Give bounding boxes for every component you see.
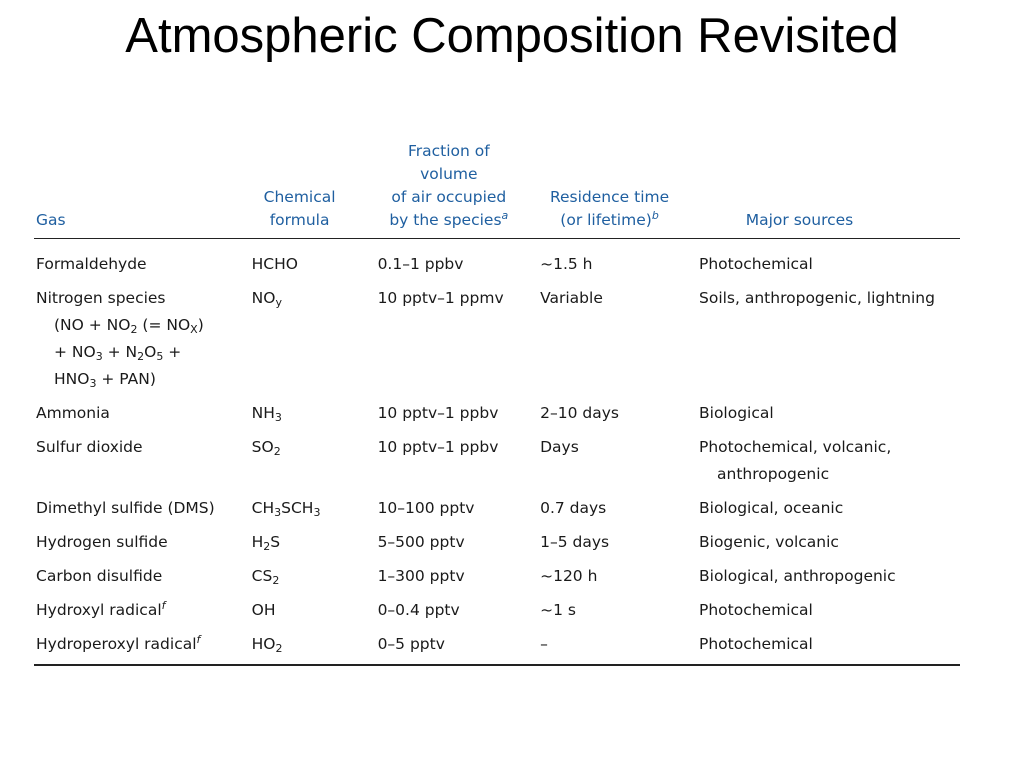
composition-table-wrapper: Gas Chemical formula Fraction of volume … [34, 140, 960, 666]
cell-gas: Ammonia [36, 404, 110, 422]
cell-residence: 2–10 days [540, 404, 619, 422]
table-row: Hydroperoxyl radicalf HO2 0–5 pptv – Pho… [34, 627, 960, 666]
table-row: Dimethyl sulfide (DMS) CH3SCH3 10–100 pp… [34, 491, 960, 525]
cell-residence: Days [540, 438, 579, 456]
cell-gas: Hydroperoxyl radicalf [34, 627, 252, 666]
table-header: Gas Chemical formula Fraction of volume … [34, 140, 960, 239]
footnote-marker: b [651, 209, 659, 222]
cell-fraction: 0–0.4 pptv [377, 601, 460, 619]
cell-formula: NH3 [251, 404, 282, 424]
table-row: Hydrogen sulfide H2S 5–500 pptv 1–5 days… [34, 525, 960, 559]
cell-fraction: 1–300 pptv [377, 567, 465, 585]
composition-table: Gas Chemical formula Fraction of volume … [34, 140, 960, 666]
cell-formula: HO2 [251, 627, 378, 666]
cell-sources: Biogenic, volcanic [699, 533, 839, 551]
cell-residence: – [540, 627, 699, 666]
footnote-marker: f [161, 599, 166, 612]
cell-residence: 0.7 days [540, 499, 607, 517]
cell-residence: ~1.5 h [540, 255, 593, 273]
header-formula: Chemical formula [251, 140, 378, 239]
table-row: Hydroxyl radicalf OH 0–0.4 pptv ~1 s Pho… [34, 593, 960, 627]
header-gas: Gas [34, 140, 252, 239]
slide-title: Atmospheric Composition Revisited [125, 9, 899, 63]
table-body: Formaldehyde HCHO 0.1–1 ppbv ~1.5 h Phot… [34, 239, 960, 666]
cell-gas: Sulfur dioxide [36, 438, 143, 456]
table-row: Carbon disulfide CS2 1–300 pptv ~120 h B… [34, 559, 960, 593]
table-row: Ammonia NH3 10 pptv–1 ppbv 2–10 days Bio… [34, 396, 960, 430]
cell-sources: Biological, anthropogenic [699, 567, 896, 585]
cell-formula: NOy [251, 289, 282, 309]
cell-gas: Carbon disulfide [36, 567, 163, 585]
footnote-marker: a [501, 209, 509, 222]
cell-sources: Soils, anthropogenic, lightning [699, 289, 935, 307]
cell-fraction: 10 pptv–1 ppbv [377, 438, 499, 456]
cell-gas: Formaldehyde [36, 255, 147, 273]
cell-sources: Biological [699, 404, 774, 422]
table-row: Formaldehyde HCHO 0.1–1 ppbv ~1.5 h Phot… [34, 239, 960, 282]
header-sources: Major sources [699, 140, 960, 239]
header-residence: Residence time (or lifetime)b [540, 140, 699, 239]
cell-sources: Photochemical [699, 627, 960, 666]
cell-formula: CH3SCH3 [251, 499, 321, 519]
cell-fraction: 0–5 pptv [377, 627, 541, 666]
cell-gas: Nitrogen species (NO + NO2 (= NOX) + NO3… [36, 289, 204, 390]
cell-fraction: 0.1–1 ppbv [377, 255, 464, 273]
cell-residence: ~120 h [540, 567, 598, 585]
cell-formula: HCHO [251, 255, 298, 273]
cell-residence: 1–5 days [540, 533, 610, 551]
table-row: Nitrogen species (NO + NO2 (= NOX) + NO3… [34, 281, 960, 396]
cell-fraction: 10 pptv–1 ppmv [377, 289, 504, 307]
cell-formula: SO2 [251, 438, 281, 458]
cell-sources: Photochemical [699, 601, 813, 619]
table-row: Sulfur dioxide SO2 10 pptv–1 ppbv Days P… [34, 430, 960, 491]
cell-formula: OH [251, 601, 276, 619]
cell-fraction: 5–500 pptv [377, 533, 465, 551]
cell-gas: Dimethyl sulfide (DMS) [36, 499, 215, 517]
cell-sources: Biological, oceanic [699, 499, 844, 517]
cell-residence: ~1 s [540, 601, 576, 619]
cell-fraction: 10 pptv–1 ppbv [377, 404, 499, 422]
cell-gas: Hydrogen sulfide [36, 533, 168, 551]
cell-residence: Variable [540, 289, 603, 307]
cell-sources: Photochemical, volcanic, anthropogenic [699, 438, 892, 483]
header-fraction: Fraction of volume of air occupied by th… [377, 140, 541, 239]
cell-formula: H2S [251, 533, 281, 553]
cell-gas: Hydroxyl radicalf [36, 599, 166, 619]
cell-formula: CS2 [251, 567, 280, 587]
cell-sources: Photochemical [699, 255, 813, 273]
footnote-marker: f [196, 633, 201, 646]
cell-fraction: 10–100 pptv [377, 499, 475, 517]
